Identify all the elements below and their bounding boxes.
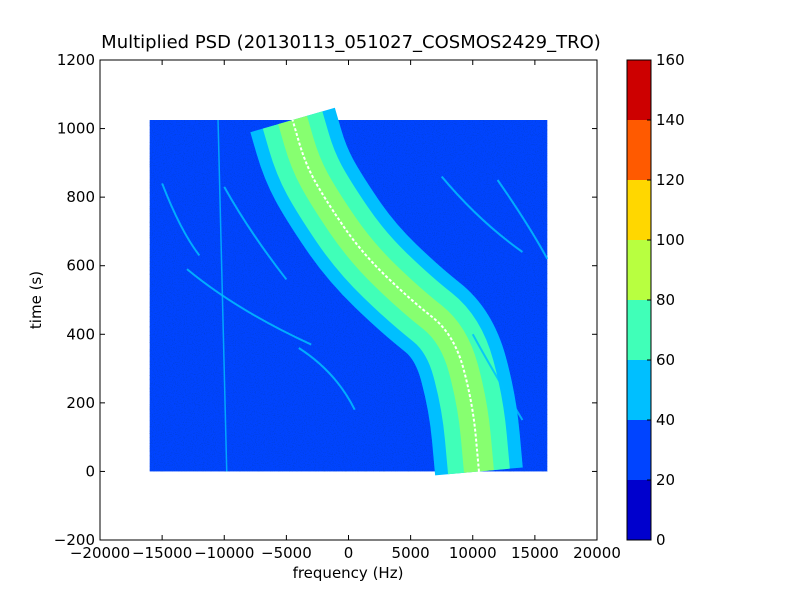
y-tick-label: 800 bbox=[66, 188, 95, 206]
colorbar-tick-label: 160 bbox=[656, 51, 685, 69]
faint-track-3 bbox=[298, 347, 356, 411]
x-axis-label: frequency (Hz) bbox=[293, 564, 404, 582]
x-tick-label: 0 bbox=[344, 544, 354, 562]
x-tick-label: 15000 bbox=[511, 544, 559, 562]
x-tick-label: −10000 bbox=[194, 544, 254, 562]
faint-track-5 bbox=[496, 179, 549, 260]
faint-track-1 bbox=[223, 186, 288, 281]
y-tick-label: −200 bbox=[54, 531, 95, 549]
y-tick-label: 1000 bbox=[57, 120, 95, 138]
colorbar-tick-label: 80 bbox=[656, 291, 675, 309]
colorbar-segment bbox=[627, 120, 651, 180]
faint-track-4 bbox=[440, 175, 524, 253]
colorbar-segment bbox=[627, 420, 651, 480]
colorbar-segment bbox=[627, 300, 651, 360]
trace-centerline bbox=[291, 119, 480, 472]
faint-track-0 bbox=[161, 183, 201, 257]
colorbar-tick-label: 120 bbox=[656, 171, 685, 189]
colorbar-tick-label: 0 bbox=[656, 531, 666, 549]
y-tick-label: 200 bbox=[66, 394, 95, 412]
y-tick-label: 0 bbox=[85, 462, 95, 480]
colorbar-tick-label: 100 bbox=[656, 231, 685, 249]
vertical-track bbox=[217, 119, 228, 472]
colorbar-tick-label: 140 bbox=[656, 111, 685, 129]
x-tick-label: 5000 bbox=[392, 544, 430, 562]
faint-track-2 bbox=[186, 268, 312, 346]
x-tick-label: 10000 bbox=[449, 544, 497, 562]
x-tick-label: −5000 bbox=[261, 544, 312, 562]
colorbar-segment bbox=[627, 180, 651, 240]
colorbar-segment bbox=[627, 240, 651, 300]
x-tick-label: −20000 bbox=[70, 544, 130, 562]
colorbar-segment bbox=[627, 60, 651, 120]
colorbar-tick-label: 60 bbox=[656, 351, 675, 369]
colorbar-segment bbox=[627, 480, 651, 540]
x-tick-label: −15000 bbox=[132, 544, 192, 562]
colorbar-segment bbox=[627, 360, 651, 420]
y-axis-label: time (s) bbox=[27, 271, 45, 329]
x-axis: −20000 −15000 −10000 −5000 0 5000 10000 15000 20… bbox=[70, 60, 621, 562]
colorbar-tick-label: 40 bbox=[656, 411, 675, 429]
trace-layer bbox=[291, 119, 480, 472]
y-tick-label: 600 bbox=[66, 257, 95, 275]
y-tick-label: 1200 bbox=[57, 51, 95, 69]
chart-title: Multiplied PSD (20130113_051027_COSMOS24… bbox=[101, 32, 601, 53]
y-axis: −200 0 200 400 600 800 1000 1200 bbox=[54, 51, 597, 549]
colorbar-tick-label: 20 bbox=[656, 471, 675, 489]
plot-area bbox=[99, 59, 598, 541]
x-tick-label: 20000 bbox=[573, 544, 621, 562]
faint-track-6 bbox=[471, 333, 524, 421]
heatmap-layer bbox=[149, 107, 549, 476]
colorbar: 0 20 40 60 80 100 120 140 160 bbox=[626, 51, 685, 549]
y-tick-label: 400 bbox=[66, 325, 95, 343]
